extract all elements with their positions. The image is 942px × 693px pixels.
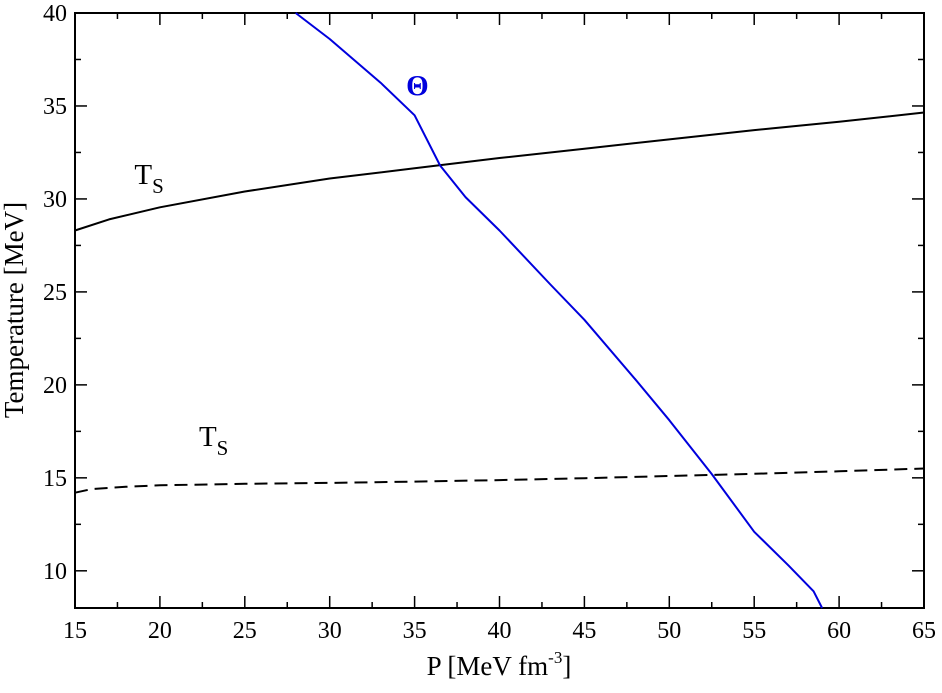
x-tick-label-55: 55 bbox=[742, 618, 766, 644]
y-tick-label-40: 40 bbox=[43, 1, 67, 27]
y-tick-label-15: 15 bbox=[43, 466, 67, 492]
x-tick-label-30: 30 bbox=[318, 618, 342, 644]
y-tick-label-10: 10 bbox=[43, 559, 67, 585]
series-label-1: TS bbox=[199, 421, 228, 460]
x-axis-title-base: P [MeV fm bbox=[427, 651, 549, 681]
y-tick-label-20: 20 bbox=[43, 373, 67, 399]
y-tick-label-30: 30 bbox=[43, 187, 67, 213]
series-lines bbox=[74, 12, 925, 609]
x-axis-title: P [MeV fm-3] bbox=[427, 648, 572, 681]
series-line-1 bbox=[74, 467, 925, 494]
x-tick-label-60: 60 bbox=[827, 618, 851, 644]
x-tick-label-65: 65 bbox=[912, 618, 936, 644]
series-label-sub: S bbox=[217, 436, 229, 460]
x-tick-label-20: 20 bbox=[148, 618, 172, 644]
y-tick-label-35: 35 bbox=[43, 94, 67, 120]
x-tick-label-15: 15 bbox=[63, 618, 87, 644]
series-label-main: T bbox=[199, 421, 217, 453]
y-tick-label-25: 25 bbox=[43, 280, 67, 306]
series-label-0: TS bbox=[134, 159, 163, 198]
series-label-2: Θ bbox=[406, 70, 429, 102]
x-tick-label-25: 25 bbox=[233, 618, 257, 644]
y-axis-title: Temperature [MeV] bbox=[0, 202, 29, 418]
x-axis-title-tail: ] bbox=[562, 651, 571, 681]
tick-labels: 15 20 25 30 35 40 45 50 55 60 65 10 15 20 25 30 35 40 bbox=[43, 1, 936, 644]
x-tick-label-40: 40 bbox=[488, 618, 512, 644]
x-tick-label-45: 45 bbox=[572, 618, 596, 644]
series-label-main: T bbox=[134, 159, 152, 191]
x-tick-label-50: 50 bbox=[657, 618, 681, 644]
plot-frame bbox=[74, 12, 925, 609]
series-line-0 bbox=[74, 111, 925, 232]
ticks bbox=[74, 12, 925, 608]
x-axis-title-sup: -3 bbox=[548, 648, 562, 667]
series-label-sub: S bbox=[152, 174, 164, 198]
x-tick-label-35: 35 bbox=[403, 618, 427, 644]
series-label-main: Θ bbox=[406, 70, 429, 102]
series-line-2 bbox=[295, 12, 823, 609]
